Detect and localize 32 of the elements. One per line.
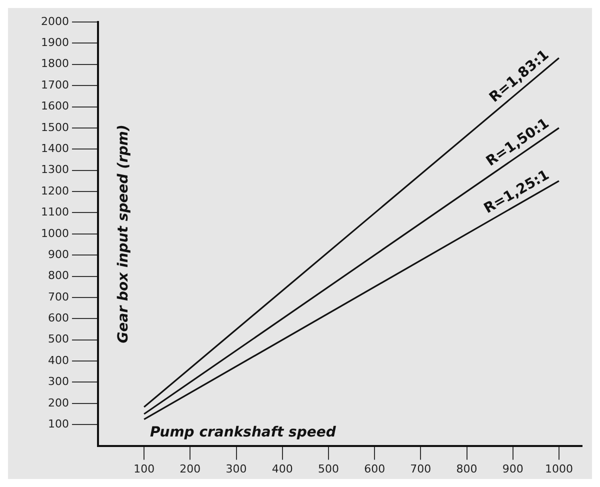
y-tick-label: 600: [48, 312, 69, 325]
y-tick-label: 700: [48, 290, 69, 304]
y-tick-label: 2000: [40, 14, 69, 28]
y-tick-label: 1300: [40, 163, 69, 176]
y-tick-label: 400: [48, 354, 69, 367]
y-tick-label: 1200: [40, 184, 69, 198]
y-tick-label: 500: [48, 332, 69, 346]
x-tick-label: 400: [272, 462, 293, 476]
y-tick-label: 1700: [40, 78, 69, 92]
x-tick-label: 1000: [544, 462, 573, 476]
x-tick-label: 600: [364, 462, 386, 476]
x-tick-label: 900: [502, 462, 524, 476]
x-tick-label: 700: [410, 462, 432, 476]
x-tick-label: 500: [318, 462, 339, 476]
y-tick-label: 300: [48, 375, 69, 388]
y-tick-label: 100: [48, 417, 69, 430]
x-axis-title: Pump crankshaft speed: [150, 424, 337, 440]
x-tick-label: 300: [226, 462, 247, 476]
x-tick-label: 200: [180, 462, 201, 476]
x-tick-label: 800: [456, 462, 478, 476]
x-tick-label: 100: [134, 462, 155, 476]
y-tick-label: 1400: [40, 142, 69, 155]
y-tick-label: 1600: [40, 100, 69, 113]
y-tick-label: 1000: [40, 226, 69, 240]
y-tick-label: 1800: [40, 57, 69, 70]
y-tick-label: 1500: [40, 120, 69, 134]
y-tick-label: 900: [48, 248, 69, 261]
y-tick-label: 200: [48, 396, 69, 410]
y-axis-title: Gear box input speed (rpm): [116, 124, 132, 344]
y-tick-label: 1100: [40, 206, 69, 219]
y-tick-label: 1900: [40, 36, 69, 50]
y-tick-label: 800: [48, 269, 69, 282]
